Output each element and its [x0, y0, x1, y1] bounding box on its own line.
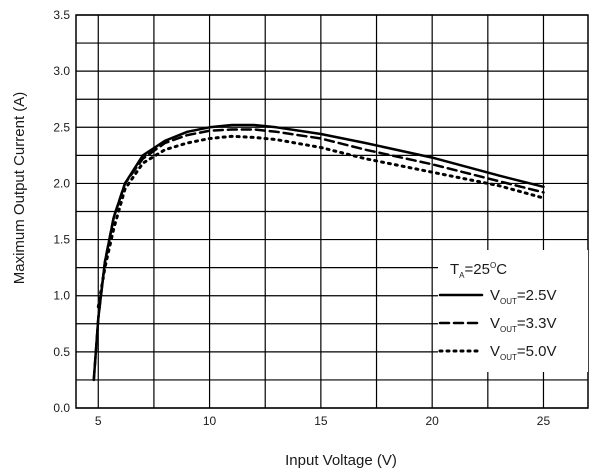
- series-line-dashed: [92, 128, 545, 382]
- legend-entry-label-part: V: [490, 343, 500, 360]
- legend-entry-label-part: =3.3V: [517, 315, 557, 332]
- legend-entry-label: VOUT=5.0V: [490, 343, 557, 362]
- legend-header-part: C: [496, 261, 507, 278]
- legend-entry-label-part: V: [490, 315, 500, 332]
- series-lines: [92, 123, 545, 382]
- y-tick-label: 2.5: [53, 120, 70, 134]
- legend-entry-label-part: V: [490, 287, 500, 304]
- legend-header-part: =25: [465, 261, 490, 278]
- y-tick-label: 1.5: [53, 233, 70, 247]
- legend-entry-label-part: OUT: [500, 297, 517, 306]
- legend-entry-label: VOUT=2.5V: [490, 287, 557, 306]
- legend-header-part: A: [459, 271, 465, 280]
- series-line-dotted: [96, 134, 545, 309]
- legend-entry-label: VOUT=3.3V: [490, 315, 557, 334]
- legend-header-part: T: [450, 261, 459, 278]
- x-tick-label: 15: [314, 414, 328, 428]
- y-tick-label: 1.0: [53, 289, 70, 303]
- x-tick-label: 25: [537, 414, 551, 428]
- legend-entry-label-part: =2.5V: [517, 287, 557, 304]
- tick-labels: 0.0 0.5 1.0 1.5 2.0 2.5 3.0 3.5 5 10 15 20 25: [53, 8, 550, 428]
- plot-frame: [75, 14, 589, 409]
- legend-entry-label-part: =5.0V: [517, 343, 557, 360]
- legend-entry-label-part: OUT: [500, 325, 517, 334]
- y-tick-label: 2.0: [53, 176, 70, 190]
- x-tick-label: 5: [95, 414, 102, 428]
- y-tick-label: 0.0: [53, 401, 70, 415]
- legend-header: TA=25OC: [450, 261, 507, 280]
- y-tick-label: 3.5: [53, 8, 70, 22]
- x-tick-label: 20: [425, 414, 439, 428]
- x-axis-label: Input Voltage (V): [285, 452, 397, 469]
- y-tick-label: 3.0: [53, 64, 70, 78]
- legend-entry-label-part: OUT: [500, 353, 517, 362]
- x-tick-label: 10: [203, 414, 217, 428]
- y-axis-label: Maximum Output Current (A): [11, 92, 28, 285]
- y-tick-label: 0.5: [53, 345, 70, 359]
- legend-header-part: O: [490, 261, 496, 270]
